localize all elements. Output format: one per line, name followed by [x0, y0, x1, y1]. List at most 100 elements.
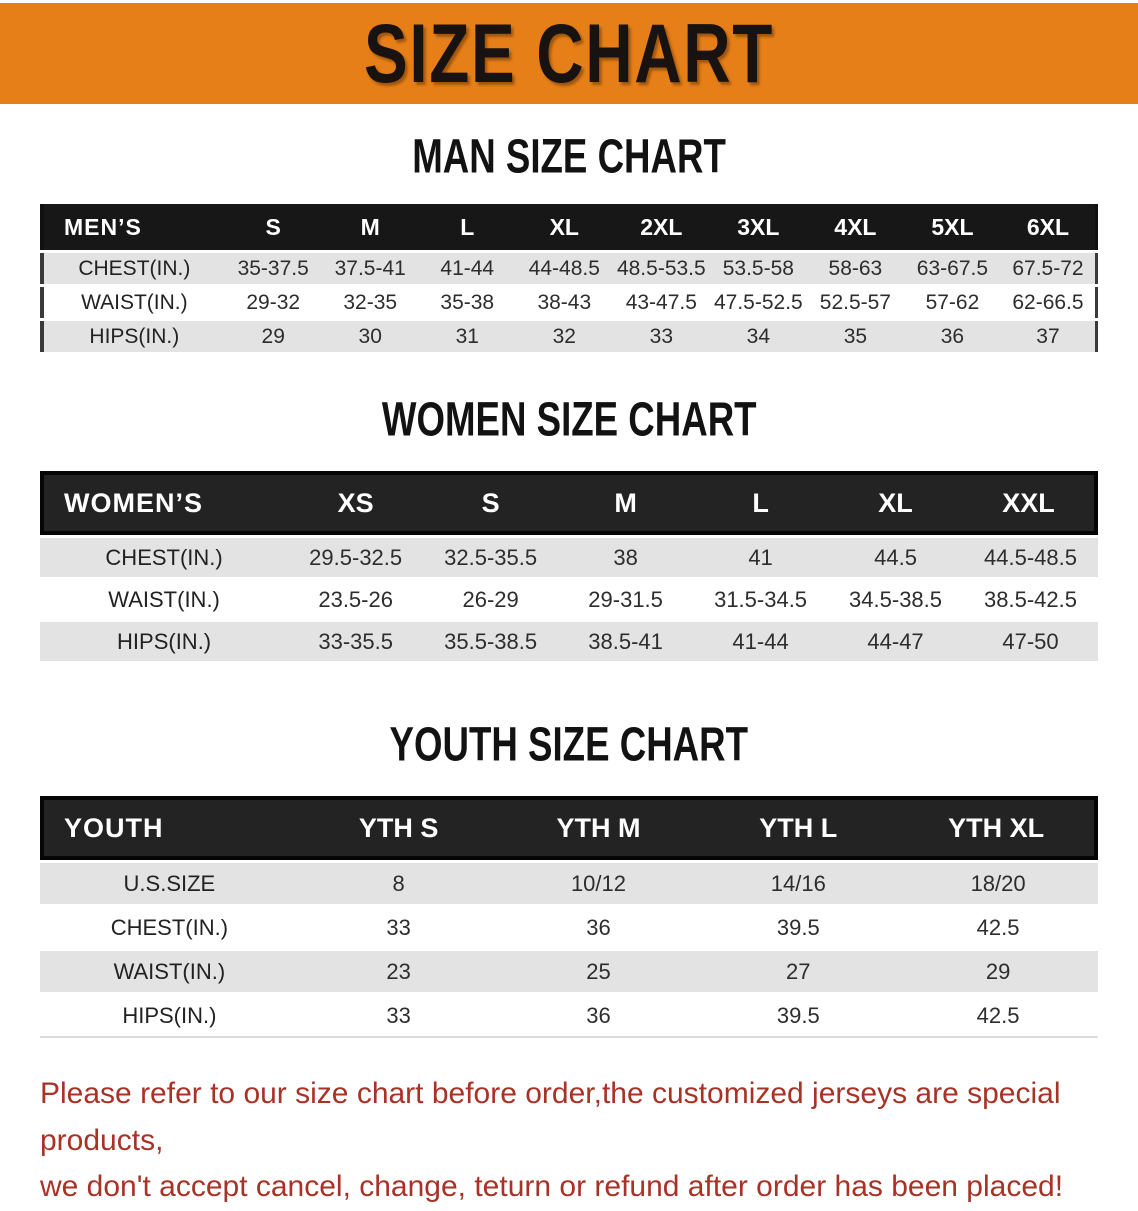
- man-size-table: MEN’S S M L XL 2XL 3XL 4XL 5XL 6XL CHEST(IN.) 35-37…: [40, 201, 1098, 355]
- value-cell: 44-48.5: [515, 253, 613, 284]
- table-title-cell: MEN’S: [40, 204, 225, 250]
- value-cell: 52.5-57: [806, 287, 904, 318]
- value-cell: 31: [418, 321, 516, 352]
- table-row: HIPS(IN.) 29 30 31 32 33 34 35 36 37: [40, 321, 1098, 352]
- table-row: WAIST(IN.) 29-32 32-35 35-38 38-43 43-47.5 47.…: [40, 287, 1098, 318]
- man-section-heading: MAN SIZE CHART: [0, 128, 1138, 183]
- value-cell: 33: [298, 995, 499, 1038]
- value-cell: 29-31.5: [558, 580, 694, 619]
- value-cell: 29.5-32.5: [288, 538, 424, 577]
- value-cell: 42.5: [898, 995, 1098, 1038]
- value-cell: 23: [298, 951, 499, 992]
- size-header-cell: 3XL: [709, 204, 807, 250]
- size-header-cell: XS: [288, 471, 424, 535]
- man-size-section: MAN SIZE CHART MEN’S S M L XL 2XL 3XL 4XL 5XL 6XL…: [0, 128, 1138, 355]
- value-cell: 39.5: [698, 995, 899, 1038]
- value-cell: 42.5: [898, 907, 1098, 948]
- value-cell: 39.5: [698, 907, 899, 948]
- table-row: CHEST(IN.) 33 36 39.5 42.5: [40, 907, 1098, 948]
- row-label-cell: CHEST(IN.): [40, 907, 299, 948]
- value-cell: 41: [693, 538, 829, 577]
- table-row: WAIST(IN.) 23.5-26 26-29 29-31.5 31.5-34.5 34…: [40, 580, 1098, 619]
- row-label-cell: WAIST(IN.): [40, 951, 299, 992]
- value-cell: 35.5-38.5: [423, 622, 559, 661]
- size-header-cell: 2XL: [612, 204, 710, 250]
- value-cell: 47.5-52.5: [709, 287, 807, 318]
- value-cell: 38: [558, 538, 694, 577]
- size-header-cell: XXL: [963, 471, 1098, 535]
- value-cell: 10/12: [498, 863, 699, 904]
- row-label-cell: HIPS(IN.): [40, 995, 299, 1038]
- youth-size-section: YOUTH SIZE CHART YOUTH YTH S YTH M YTH L YTH…: [0, 716, 1138, 1041]
- table-row: WAIST(IN.) 23 25 27 29: [40, 951, 1098, 992]
- value-cell: 38-43: [515, 287, 613, 318]
- row-label-cell: HIPS(IN.): [40, 622, 289, 661]
- women-size-table: WOMEN’S XS S M L XL XXL CHEST(IN.) 29.5-32.5 32.5…: [40, 468, 1098, 664]
- row-label-cell: WAIST(IN.): [40, 287, 225, 318]
- table-row: CHEST(IN.) 29.5-32.5 32.5-35.5 38 41 44.5 44.5…: [40, 538, 1098, 577]
- value-cell: 38.5-42.5: [963, 580, 1098, 619]
- row-label-cell: CHEST(IN.): [40, 538, 289, 577]
- header-row: MEN’S S M L XL 2XL 3XL 4XL 5XL 6XL: [40, 204, 1098, 250]
- value-cell: 35-37.5: [224, 253, 322, 284]
- disclaimer-line-2: we don't accept cancel, change, teturn o…: [40, 1170, 1064, 1203]
- size-header-cell: 6XL: [1000, 204, 1098, 250]
- value-cell: 35: [806, 321, 904, 352]
- header-row: WOMEN’S XS S M L XL XXL: [40, 471, 1098, 535]
- table-row: HIPS(IN.) 33 36 39.5 42.5: [40, 995, 1098, 1038]
- size-header-cell: L: [418, 204, 516, 250]
- banner-title: SIZE CHART: [364, 6, 774, 100]
- value-cell: 34.5-38.5: [828, 580, 964, 619]
- value-cell: 31.5-34.5: [693, 580, 829, 619]
- youth-size-table: YOUTH YTH S YTH M YTH L YTH XL U.S.SIZE 8 10/12…: [40, 793, 1098, 1041]
- table-row: CHEST(IN.) 35-37.5 37.5-41 41-44 44-48.5 48.5…: [40, 253, 1098, 284]
- value-cell: 33: [612, 321, 710, 352]
- size-header-cell: YTH M: [498, 796, 699, 860]
- value-cell: 33: [298, 907, 499, 948]
- value-cell: 33-35.5: [288, 622, 424, 661]
- value-cell: 27: [698, 951, 899, 992]
- size-chart-banner: SIZE CHART: [0, 0, 1138, 104]
- size-header-cell: 4XL: [806, 204, 904, 250]
- value-cell: 14/16: [698, 863, 899, 904]
- value-cell: 44.5-48.5: [963, 538, 1098, 577]
- value-cell: 29-32: [224, 287, 322, 318]
- table-title-cell: WOMEN’S: [40, 471, 289, 535]
- value-cell: 44-47: [828, 622, 964, 661]
- table-row: HIPS(IN.) 33-35.5 35.5-38.5 38.5-41 41-44 44-…: [40, 622, 1098, 661]
- youth-section-heading: YOUTH SIZE CHART: [0, 716, 1138, 771]
- row-label-cell: U.S.SIZE: [40, 863, 299, 904]
- value-cell: 57-62: [903, 287, 1001, 318]
- size-header-cell: M: [558, 471, 694, 535]
- value-cell: 29: [224, 321, 322, 352]
- value-cell: 67.5-72: [1000, 253, 1098, 284]
- value-cell: 32.5-35.5: [423, 538, 559, 577]
- value-cell: 44.5: [828, 538, 964, 577]
- size-header-cell: 5XL: [903, 204, 1001, 250]
- size-header-cell: S: [423, 471, 559, 535]
- youth-section-heading-text: YOUTH SIZE CHART: [389, 716, 749, 771]
- disclaimer-line-1: Please refer to our size chart before or…: [40, 1077, 1061, 1157]
- value-cell: 36: [903, 321, 1001, 352]
- value-cell: 47-50: [963, 622, 1098, 661]
- size-header-cell: YTH S: [298, 796, 499, 860]
- value-cell: 36: [498, 907, 699, 948]
- value-cell: 25: [498, 951, 699, 992]
- value-cell: 37: [1000, 321, 1098, 352]
- header-row: YOUTH YTH S YTH M YTH L YTH XL: [40, 796, 1098, 860]
- row-label-cell: CHEST(IN.): [40, 253, 225, 284]
- value-cell: 32: [515, 321, 613, 352]
- value-cell: 35-38: [418, 287, 516, 318]
- size-header-cell: YTH L: [698, 796, 899, 860]
- man-section-heading-text: MAN SIZE CHART: [412, 128, 726, 183]
- value-cell: 8: [298, 863, 499, 904]
- table-title-cell: YOUTH: [40, 796, 299, 860]
- disclaimer-note: Please refer to our size chart before or…: [40, 1071, 1100, 1211]
- value-cell: 23.5-26: [288, 580, 424, 619]
- size-header-cell: M: [321, 204, 419, 250]
- value-cell: 63-67.5: [903, 253, 1001, 284]
- value-cell: 32-35: [321, 287, 419, 318]
- value-cell: 48.5-53.5: [612, 253, 710, 284]
- value-cell: 26-29: [423, 580, 559, 619]
- size-header-cell: L: [693, 471, 829, 535]
